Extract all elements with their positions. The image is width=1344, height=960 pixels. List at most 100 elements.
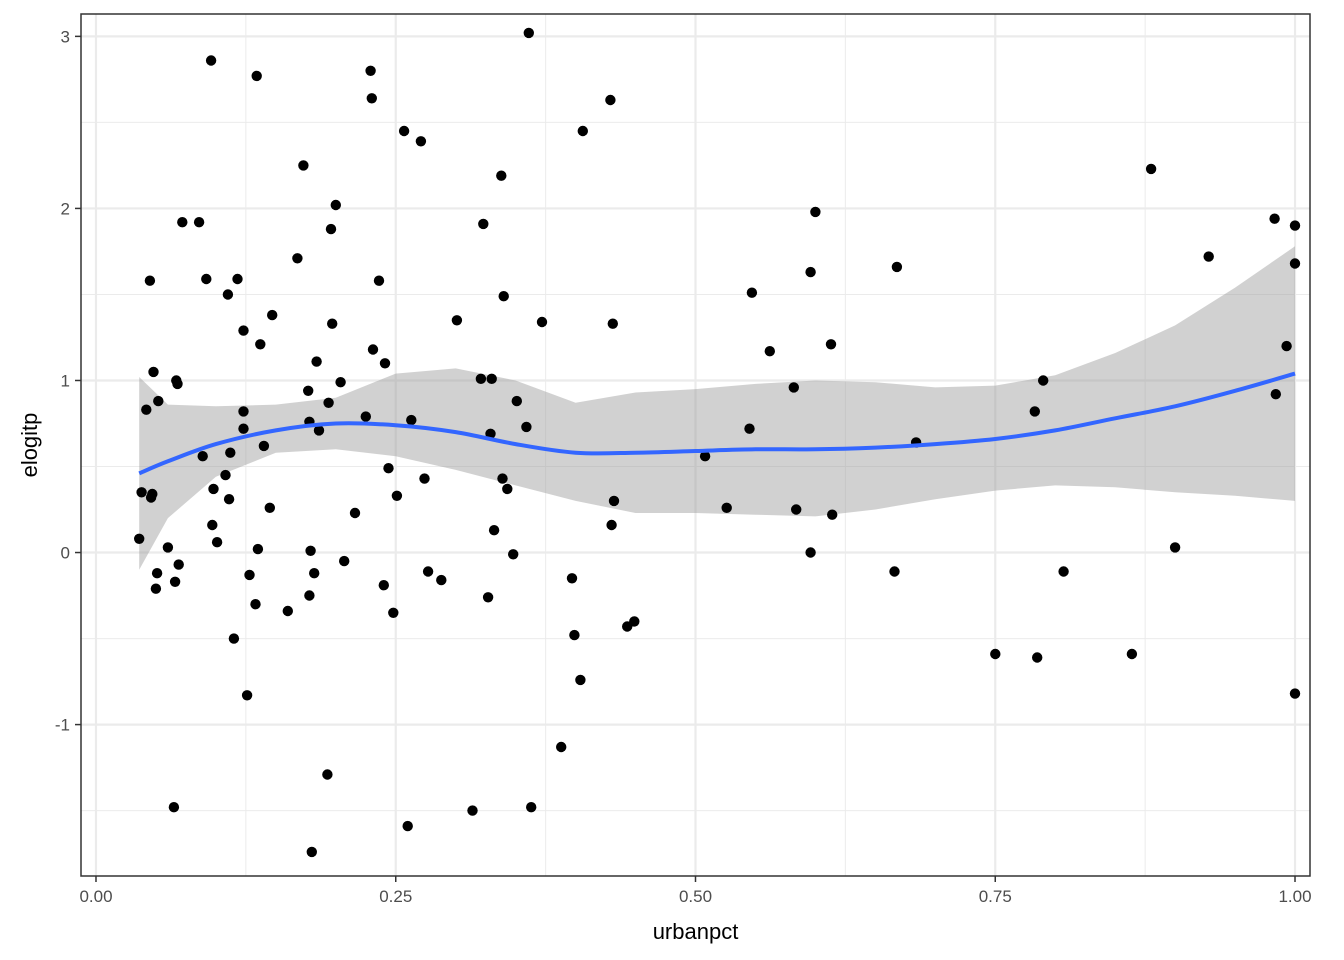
data-point — [211, 537, 223, 548]
data-point — [497, 473, 508, 484]
data-point — [201, 273, 212, 285]
data-point — [173, 559, 184, 570]
data-point — [378, 580, 389, 591]
data-point — [406, 414, 417, 426]
data-point — [250, 599, 261, 610]
data-point — [228, 633, 240, 644]
data-point — [569, 629, 580, 641]
data-point — [153, 395, 164, 407]
data-point — [391, 490, 403, 501]
data-point — [415, 136, 427, 147]
data-point — [419, 473, 430, 484]
y-tick-label: 0 — [61, 544, 70, 563]
data-point — [478, 218, 489, 230]
data-point — [172, 378, 183, 390]
data-point — [335, 377, 346, 388]
data-point — [313, 425, 325, 436]
data-point — [383, 463, 394, 474]
data-point — [1029, 406, 1041, 417]
y-tick-label: 2 — [61, 199, 70, 218]
data-point — [746, 287, 758, 298]
data-point — [379, 358, 391, 369]
data-point — [486, 373, 497, 384]
data-point — [608, 495, 620, 507]
y-axis-title: elogitp — [17, 413, 42, 478]
x-tick-label: 0.75 — [979, 887, 1012, 906]
data-point — [258, 440, 270, 452]
data-point — [162, 542, 174, 553]
data-point — [207, 519, 218, 531]
data-point — [721, 502, 732, 513]
data-point — [148, 366, 159, 378]
data-point — [282, 605, 293, 617]
data-point — [1289, 688, 1301, 699]
data-point — [267, 309, 278, 321]
data-point — [577, 125, 588, 137]
data-point — [791, 504, 802, 515]
data-point — [629, 616, 640, 627]
data-point — [805, 547, 816, 558]
data-point — [467, 805, 478, 816]
data-point — [177, 217, 188, 228]
data-point — [502, 483, 513, 495]
data-point — [136, 487, 147, 498]
data-point — [367, 344, 379, 355]
data-point — [134, 533, 145, 544]
data-point — [366, 93, 377, 104]
data-point — [521, 421, 532, 433]
data-point — [1126, 648, 1138, 660]
data-point — [1203, 251, 1214, 262]
data-point — [536, 316, 548, 328]
data-point — [475, 373, 487, 384]
data-point — [744, 423, 755, 434]
data-point — [488, 525, 500, 536]
data-point — [436, 574, 447, 586]
data-point — [1169, 542, 1181, 553]
data-point — [498, 291, 509, 302]
data-point — [147, 488, 158, 500]
major-gridlines — [81, 14, 1310, 876]
data-point — [223, 494, 235, 505]
data-point — [220, 469, 231, 481]
data-point — [1145, 163, 1157, 175]
data-point — [327, 318, 338, 329]
data-point — [556, 741, 567, 753]
data-point — [306, 846, 317, 858]
data-point — [151, 568, 163, 579]
data-point — [222, 289, 234, 300]
data-point — [1038, 375, 1049, 386]
data-point — [422, 566, 434, 577]
x-tick-label: 0.00 — [79, 887, 112, 906]
data-point — [575, 674, 586, 686]
data-point — [255, 339, 266, 350]
data-point — [607, 318, 618, 329]
data-point — [322, 769, 333, 780]
data-point — [764, 346, 775, 357]
data-point — [482, 592, 494, 603]
data-point — [523, 27, 534, 39]
data-point — [990, 648, 1001, 660]
data-point — [485, 428, 496, 439]
data-point — [889, 566, 900, 577]
y-tick-label: 1 — [61, 371, 70, 390]
data-point — [699, 451, 711, 462]
data-point — [825, 339, 837, 350]
data-point — [402, 820, 413, 832]
data-point — [323, 397, 334, 408]
data-point — [225, 447, 236, 458]
data-point — [232, 273, 243, 285]
data-point — [388, 607, 399, 618]
data-point — [1270, 389, 1282, 400]
data-point — [309, 568, 320, 579]
data-point — [891, 261, 903, 273]
x-axis: 0.00 0.25 0.50 0.75 1.00 — [79, 876, 1312, 906]
data-point — [526, 802, 537, 813]
data-point — [298, 160, 309, 171]
data-point — [1269, 213, 1280, 224]
data-point — [330, 199, 341, 211]
data-point — [244, 569, 255, 581]
data-point — [566, 573, 578, 584]
data-point — [325, 223, 337, 235]
data-point — [398, 125, 410, 137]
data-point — [360, 411, 371, 422]
